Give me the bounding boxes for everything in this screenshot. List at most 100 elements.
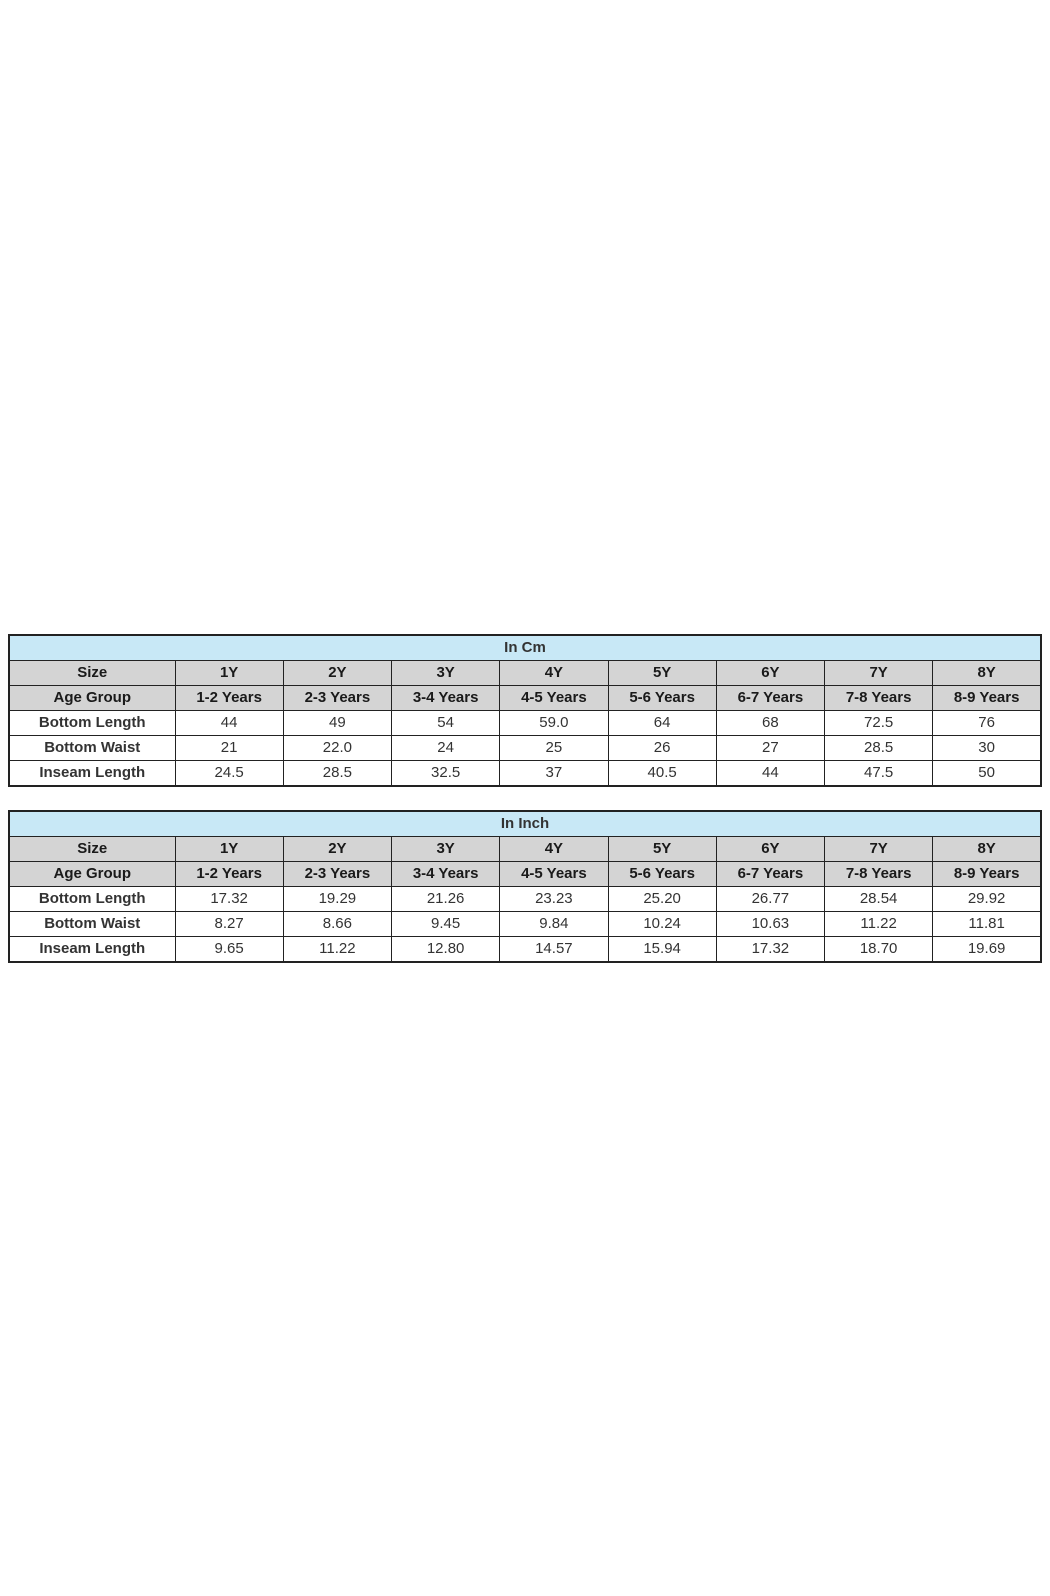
age-group-cell: 1-2 Years xyxy=(174,860,284,887)
value-cell: 18.70 xyxy=(823,935,934,962)
age-group-header-label: Age Group xyxy=(8,860,176,887)
value-cell: 8.66 xyxy=(282,910,393,937)
size-cell: 7Y xyxy=(823,835,934,862)
age-group-header-row: Age Group 1-2 Years 2-3 Years 3-4 Years … xyxy=(8,860,1042,887)
table-row: Inseam Length 9.65 11.22 12.80 14.57 15.… xyxy=(8,935,1042,962)
value-cell: 17.32 xyxy=(174,885,284,912)
value-cell: 22.0 xyxy=(282,734,393,761)
value-cell: 76 xyxy=(932,709,1042,736)
value-cell: 32.5 xyxy=(390,759,501,786)
value-cell: 44 xyxy=(174,709,284,736)
size-table-inch-section: In Inch Size 1Y 2Y 3Y 4Y 5Y 6Y 7Y 8Y Age… xyxy=(8,809,1042,963)
row-label-bottom-length: Bottom Length xyxy=(8,709,176,736)
value-cell: 26.77 xyxy=(715,885,826,912)
size-table-inch: In Inch Size 1Y 2Y 3Y 4Y 5Y 6Y 7Y 8Y Age… xyxy=(8,809,1042,963)
age-group-cell: 8-9 Years xyxy=(932,684,1042,711)
table-title-row: In Inch xyxy=(8,810,1042,837)
age-group-cell: 8-9 Years xyxy=(932,860,1042,887)
size-cell: 8Y xyxy=(932,835,1042,862)
value-cell: 50 xyxy=(932,759,1042,786)
value-cell: 10.63 xyxy=(715,910,826,937)
value-cell: 40.5 xyxy=(607,759,717,786)
table-row: Bottom Length 17.32 19.29 21.26 23.23 25… xyxy=(8,885,1042,912)
value-cell: 27 xyxy=(715,734,826,761)
age-group-cell: 5-6 Years xyxy=(607,684,717,711)
table-row: Bottom Waist 21 22.0 24 25 26 27 28.5 30 xyxy=(8,734,1042,761)
row-label-bottom-waist: Bottom Waist xyxy=(8,734,176,761)
value-cell: 12.80 xyxy=(390,935,501,962)
value-cell: 68 xyxy=(715,709,826,736)
value-cell: 10.24 xyxy=(607,910,717,937)
value-cell: 23.23 xyxy=(499,885,609,912)
value-cell: 28.54 xyxy=(823,885,934,912)
row-label-inseam-length: Inseam Length xyxy=(8,935,176,962)
size-cell: 4Y xyxy=(499,659,609,686)
size-table-cm-section: In Cm Size 1Y 2Y 3Y 4Y 5Y 6Y 7Y 8Y Age G… xyxy=(8,633,1042,787)
value-cell: 19.69 xyxy=(932,935,1042,962)
value-cell: 25 xyxy=(499,734,609,761)
size-cell: 2Y xyxy=(282,835,393,862)
age-group-cell: 4-5 Years xyxy=(499,684,609,711)
age-group-cell: 4-5 Years xyxy=(499,860,609,887)
value-cell: 14.57 xyxy=(499,935,609,962)
size-header-row: Size 1Y 2Y 3Y 4Y 5Y 6Y 7Y 8Y xyxy=(8,835,1042,862)
value-cell: 47.5 xyxy=(823,759,934,786)
value-cell: 37 xyxy=(499,759,609,786)
table-row: Bottom Waist 8.27 8.66 9.45 9.84 10.24 1… xyxy=(8,910,1042,937)
value-cell: 54 xyxy=(390,709,501,736)
value-cell: 26 xyxy=(607,734,717,761)
value-cell: 17.32 xyxy=(715,935,826,962)
size-cell: 5Y xyxy=(607,835,717,862)
size-cell: 2Y xyxy=(282,659,393,686)
value-cell: 28.5 xyxy=(823,734,934,761)
age-group-cell: 3-4 Years xyxy=(390,860,501,887)
value-cell: 15.94 xyxy=(607,935,717,962)
table-title-row: In Cm xyxy=(8,634,1042,661)
age-group-cell: 7-8 Years xyxy=(823,860,934,887)
size-cell: 6Y xyxy=(715,835,826,862)
size-cell: 7Y xyxy=(823,659,934,686)
value-cell: 29.92 xyxy=(932,885,1042,912)
value-cell: 11.22 xyxy=(282,935,393,962)
value-cell: 64 xyxy=(607,709,717,736)
age-group-header-row: Age Group 1-2 Years 2-3 Years 3-4 Years … xyxy=(8,684,1042,711)
value-cell: 25.20 xyxy=(607,885,717,912)
size-cell: 8Y xyxy=(932,659,1042,686)
size-cell: 5Y xyxy=(607,659,717,686)
age-group-cell: 6-7 Years xyxy=(715,684,826,711)
table-title-cm: In Cm xyxy=(8,634,1042,661)
row-label-inseam-length: Inseam Length xyxy=(8,759,176,786)
age-group-cell: 1-2 Years xyxy=(174,684,284,711)
row-label-bottom-length: Bottom Length xyxy=(8,885,176,912)
age-group-cell: 2-3 Years xyxy=(282,860,393,887)
size-header-label: Size xyxy=(8,659,176,686)
value-cell: 8.27 xyxy=(174,910,284,937)
value-cell: 44 xyxy=(715,759,826,786)
value-cell: 9.84 xyxy=(499,910,609,937)
age-group-cell: 7-8 Years xyxy=(823,684,934,711)
value-cell: 24.5 xyxy=(174,759,284,786)
value-cell: 59.0 xyxy=(499,709,609,736)
value-cell: 19.29 xyxy=(282,885,393,912)
size-cell: 3Y xyxy=(390,659,501,686)
value-cell: 11.22 xyxy=(823,910,934,937)
size-header-row: Size 1Y 2Y 3Y 4Y 5Y 6Y 7Y 8Y xyxy=(8,659,1042,686)
size-cell: 1Y xyxy=(174,835,284,862)
size-cell: 4Y xyxy=(499,835,609,862)
value-cell: 30 xyxy=(932,734,1042,761)
value-cell: 11.81 xyxy=(932,910,1042,937)
age-group-header-label: Age Group xyxy=(8,684,176,711)
size-table-cm: In Cm Size 1Y 2Y 3Y 4Y 5Y 6Y 7Y 8Y Age G… xyxy=(8,633,1042,787)
value-cell: 72.5 xyxy=(823,709,934,736)
row-label-bottom-waist: Bottom Waist xyxy=(8,910,176,937)
value-cell: 24 xyxy=(390,734,501,761)
size-cell: 3Y xyxy=(390,835,501,862)
size-header-label: Size xyxy=(8,835,176,862)
value-cell: 28.5 xyxy=(282,759,393,786)
value-cell: 9.45 xyxy=(390,910,501,937)
age-group-cell: 6-7 Years xyxy=(715,860,826,887)
age-group-cell: 3-4 Years xyxy=(390,684,501,711)
value-cell: 21 xyxy=(174,734,284,761)
table-title-inch: In Inch xyxy=(8,810,1042,837)
